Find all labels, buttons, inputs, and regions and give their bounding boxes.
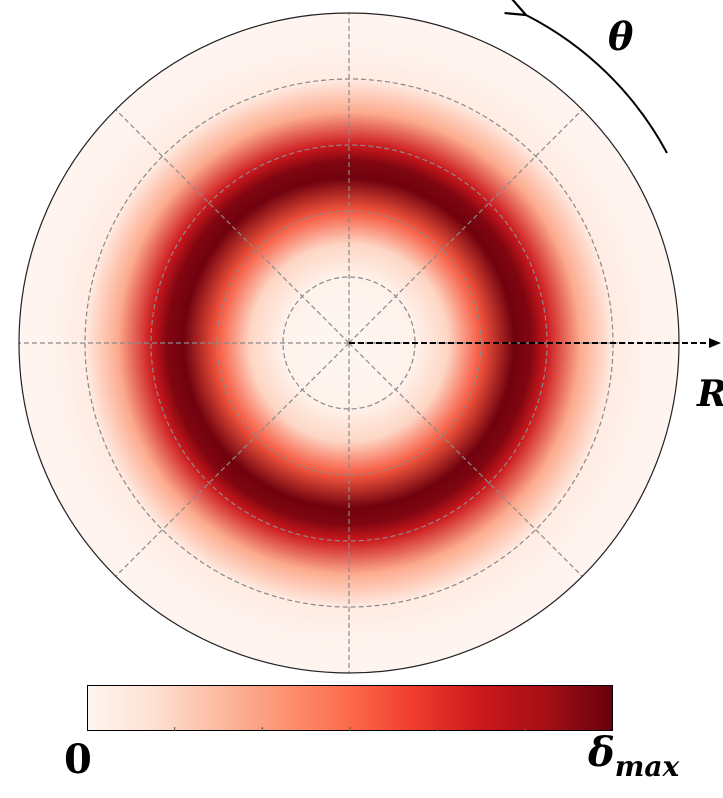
- colorbar-max-symbol: δ: [588, 729, 615, 776]
- colorbar-ticks: [174, 727, 526, 731]
- angular-gridline: [115, 109, 350, 344]
- colorbar-max-subscript: max: [614, 750, 680, 783]
- colorbar-max-label: δmax: [588, 733, 679, 781]
- angular-gridline: [348, 109, 583, 344]
- colorbar-min-label: 0: [64, 736, 92, 783]
- colorbar-gradient: [87, 685, 613, 731]
- colorbar: [87, 685, 613, 731]
- angular-gridline: [348, 342, 583, 577]
- r-axis-label: R: [697, 376, 723, 412]
- theta-direction-arrow: [526, 15, 668, 154]
- angular-gridline: [115, 342, 350, 577]
- theta-axis-label: θ: [608, 14, 634, 59]
